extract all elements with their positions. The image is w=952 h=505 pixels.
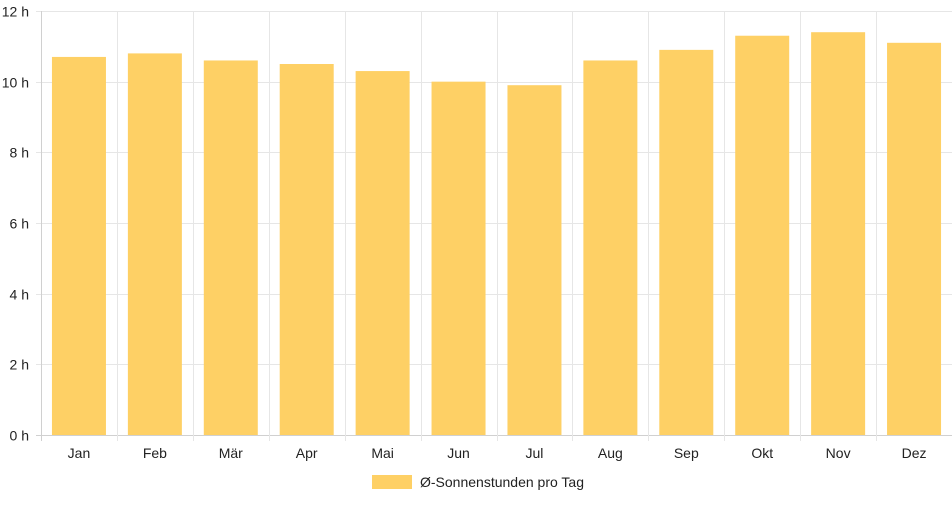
bar-nov[interactable] bbox=[811, 32, 866, 435]
x-tick-label: Jul bbox=[526, 445, 544, 461]
x-tick-label: Dez bbox=[902, 445, 927, 461]
legend[interactable]: Ø-Sonnenstunden pro Tag bbox=[372, 474, 584, 490]
x-tick-label: Feb bbox=[143, 445, 167, 461]
x-tick-label: Jan bbox=[68, 445, 91, 461]
y-tick-label: 12 h bbox=[2, 4, 29, 20]
y-axis-ticks: 0 h 2 h 4 h 6 h 8 h 10 h 12 h bbox=[2, 4, 29, 444]
bar-aug[interactable] bbox=[583, 60, 638, 435]
bar-jun[interactable] bbox=[431, 81, 486, 436]
bar-feb[interactable] bbox=[127, 53, 182, 436]
x-tick-label: Sep bbox=[674, 445, 699, 461]
x-tick-label: Aug bbox=[598, 445, 623, 461]
bar-apr[interactable] bbox=[279, 64, 334, 435]
x-tick-label: Mai bbox=[371, 445, 394, 461]
y-tick-label: 2 h bbox=[10, 357, 29, 373]
grid-lines bbox=[36, 11, 952, 441]
y-tick-label: 4 h bbox=[10, 287, 29, 303]
legend-label[interactable]: Ø-Sonnenstunden pro Tag bbox=[420, 474, 584, 490]
y-tick-label: 0 h bbox=[10, 428, 29, 444]
bar-okt[interactable] bbox=[735, 35, 790, 435]
x-tick-label: Okt bbox=[751, 445, 773, 461]
bars bbox=[51, 32, 942, 436]
y-tick-label: 10 h bbox=[2, 75, 29, 91]
bar-sep[interactable] bbox=[659, 49, 714, 435]
bar-mai[interactable] bbox=[355, 71, 410, 436]
y-tick-label: 8 h bbox=[10, 145, 29, 161]
bar-dez[interactable] bbox=[887, 42, 942, 436]
bar-jan[interactable] bbox=[51, 56, 106, 435]
x-axis-ticks: Jan Feb Mär Apr Mai Jun Jul Aug Sep Okt Nov Dez bbox=[68, 445, 927, 461]
y-tick-label: 6 h bbox=[10, 216, 29, 232]
legend-swatch[interactable] bbox=[372, 475, 413, 489]
x-tick-label: Jun bbox=[447, 445, 470, 461]
x-tick-label: Mär bbox=[219, 445, 243, 461]
x-tick-label: Nov bbox=[826, 445, 851, 461]
x-tick-label: Apr bbox=[296, 445, 318, 461]
bar-mär[interactable] bbox=[203, 60, 258, 435]
bar-jul[interactable] bbox=[507, 85, 562, 435]
